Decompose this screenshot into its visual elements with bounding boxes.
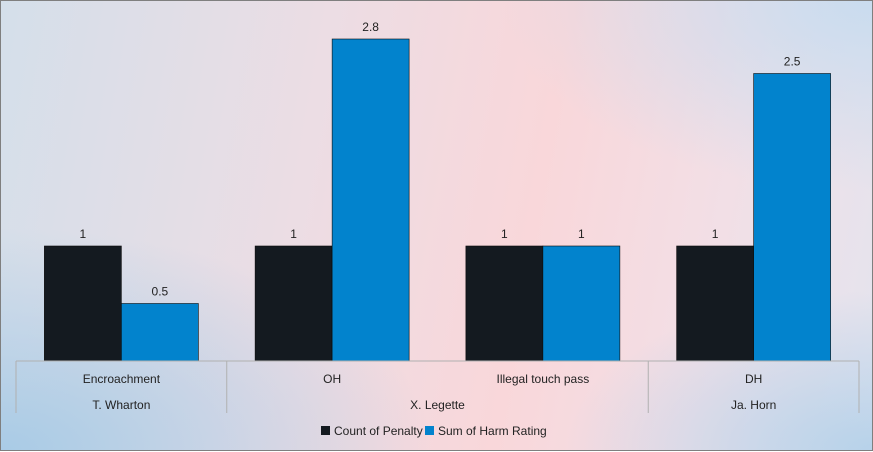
data-label-count-1: 1	[290, 227, 297, 241]
data-label-harm-0: 0.5	[152, 285, 169, 299]
data-label-count-2: 1	[501, 227, 508, 241]
group-label-1: X. Legette	[410, 398, 465, 412]
data-label-count-0: 1	[80, 227, 87, 241]
bar-harm-0	[121, 303, 199, 362]
category-label-2: Illegal touch pass	[497, 372, 590, 386]
category-label-3: DH	[745, 372, 762, 386]
category-label-0: Encroachment	[83, 372, 161, 386]
group-label-2: Ja. Horn	[731, 398, 776, 412]
data-label-harm-2: 1	[578, 227, 585, 241]
legend-swatch-0	[321, 426, 330, 435]
bar-harm-3	[753, 73, 831, 362]
legend-label-0: Count of Penalty	[334, 424, 423, 438]
data-label-harm-3: 2.5	[784, 55, 801, 69]
group-label-0: T. Wharton	[92, 398, 150, 412]
legend-label-1: Sum of Harm Rating	[438, 424, 547, 438]
legend-swatch-1	[425, 426, 434, 435]
bar-harm-1	[331, 38, 410, 362]
bar-count-1	[254, 245, 333, 362]
data-label-harm-1: 2.8	[362, 20, 379, 34]
bar-count-2	[465, 245, 544, 362]
bar-count-0	[44, 245, 122, 362]
data-label-count-3: 1	[712, 227, 719, 241]
bar-count-3	[676, 245, 754, 362]
bar-harm-2	[542, 245, 621, 362]
category-label-1: OH	[323, 372, 341, 386]
